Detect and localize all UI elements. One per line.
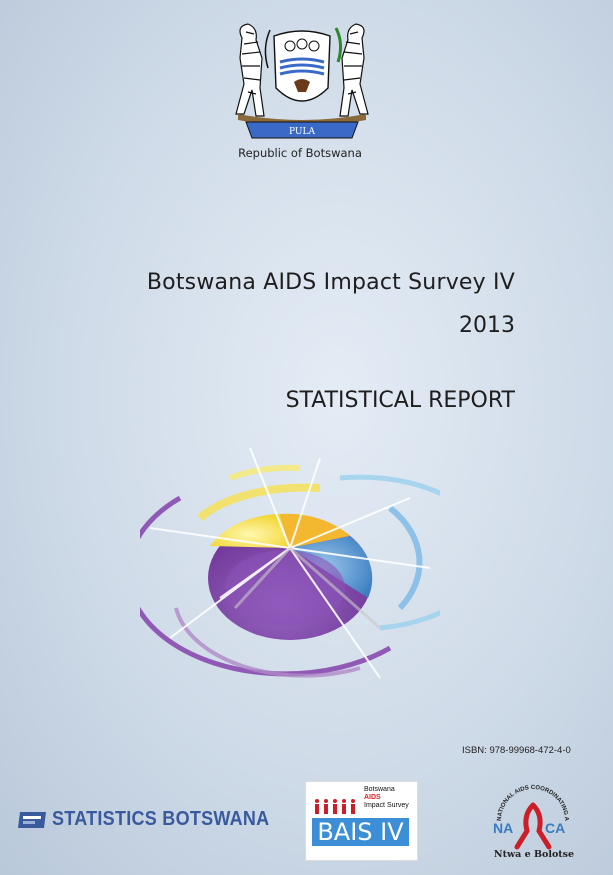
svg-text:CA: CA	[545, 820, 565, 836]
report-type: STATISTICAL REPORT	[285, 388, 515, 413]
report-title: Botswana AIDS Impact Survey IV	[146, 270, 515, 295]
isbn-text: ISBN: 978-99968-472-4-0	[462, 745, 571, 756]
people-ribbons-icon	[315, 799, 355, 814]
coat-of-arms-icon: PULA	[235, 23, 369, 139]
bais-main-text: BAIS IV	[312, 818, 409, 846]
statistics-botswana-logo: STATISTICS BOTSWANA	[16, 808, 294, 831]
svg-text:NA: NA	[493, 820, 513, 836]
statistics-botswana-text: STATISTICS BOTSWANA	[52, 808, 270, 830]
naca-logo-icon: NATIONAL AIDS COORDINATING AGENCY NA CA	[487, 775, 569, 850]
bais-logo: Botswana AIDS Impact Survey BAIS IV	[305, 781, 418, 861]
naca-motto: Ntwa e Bolotse	[493, 849, 575, 860]
bais-caption: Botswana AIDS Impact Survey	[364, 786, 409, 809]
coat-caption: Republic of Botswana	[238, 146, 362, 160]
motto-text: PULA	[289, 127, 315, 137]
pie-graphic-icon	[140, 448, 440, 679]
report-year: 2013	[459, 313, 515, 338]
statistics-logo-icon	[18, 811, 46, 828]
